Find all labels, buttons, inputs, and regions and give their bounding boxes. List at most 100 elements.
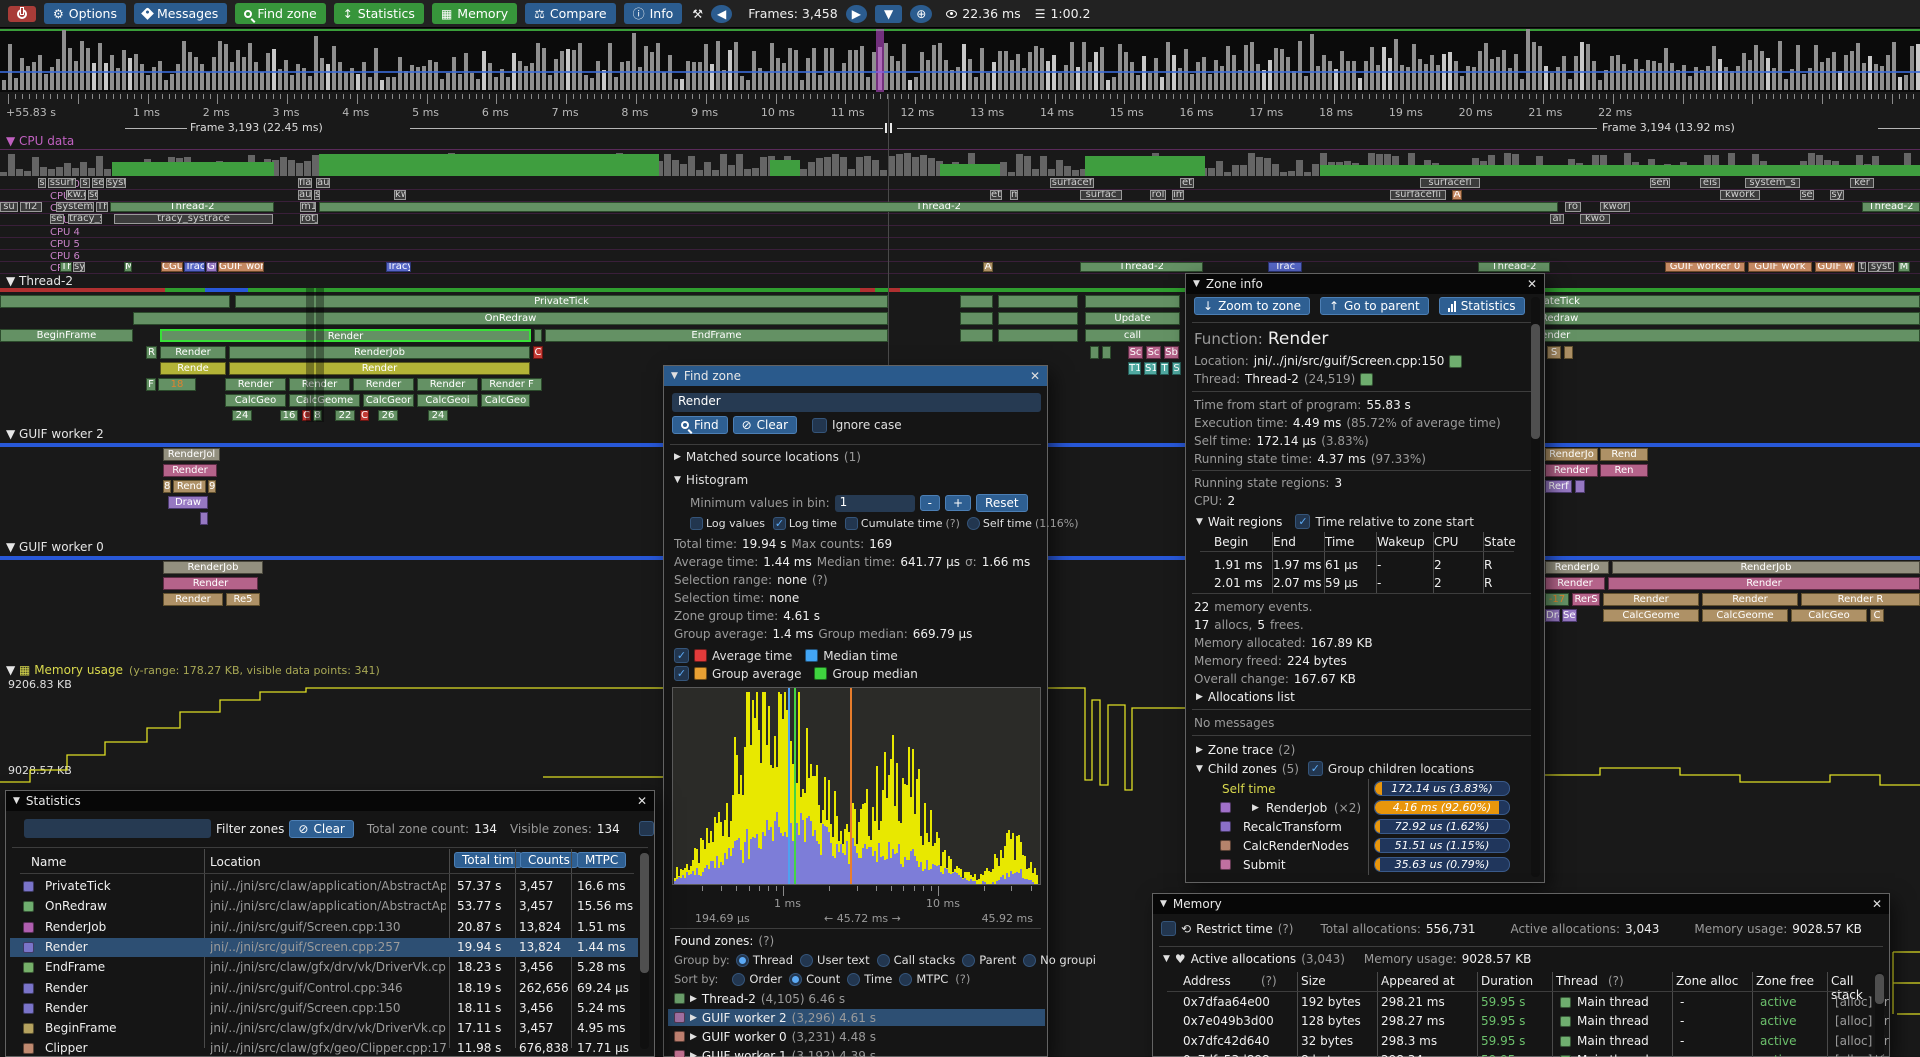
memory-col-header[interactable]: Zone alloc [1676, 974, 1739, 988]
timeline-zone[interactable]: 8 [313, 410, 322, 421]
stat-zone-name[interactable]: Render [45, 1000, 88, 1015]
timeline-zone[interactable]: Sb [1164, 346, 1179, 359]
reset-button[interactable]: Reset [976, 494, 1028, 512]
frame-overview-strip[interactable] [0, 29, 1920, 92]
groupby-radio-user-text[interactable] [800, 953, 814, 967]
timeline-zone[interactable]: 24 [428, 410, 448, 421]
timeline-zone[interactable]: s [80, 178, 90, 188]
timeline-zone[interactable]: Render [225, 378, 286, 391]
timeline-zone[interactable]: 16 [280, 410, 298, 421]
groupby-radio-no-groupi[interactable] [1023, 953, 1037, 967]
child-zone-name[interactable]: RenderJob [1266, 801, 1328, 815]
timeline-zone[interactable]: sel [50, 214, 64, 224]
timeline-zone[interactable]: m1a [300, 202, 316, 212]
timeline-zone[interactable] [998, 295, 1078, 308]
min-bin-increase[interactable]: + [944, 495, 972, 511]
statistics-titlebar[interactable]: ▼ Statistics ✕ [6, 791, 654, 811]
col-header-total-time[interactable]: Total tim [454, 852, 522, 868]
timeline-zone[interactable]: Dra [1545, 609, 1560, 622]
expand-icon[interactable]: ▶ [1252, 803, 1259, 813]
close-icon[interactable]: ✕ [636, 794, 647, 808]
timeline-zone[interactable]: kwork [1720, 190, 1760, 200]
close-icon[interactable]: ✕ [1871, 897, 1882, 911]
timeline-zone[interactable]: Rerf [1545, 480, 1572, 493]
timeline-zone[interactable]: -17 [1545, 593, 1569, 606]
log-values-checkbox[interactable] [690, 517, 703, 530]
timeline-zone[interactable]: Render [353, 378, 414, 391]
child-zone-bar[interactable]: 51.51 us (1.15%) [1374, 838, 1510, 853]
min-bin-decrease[interactable]: - [919, 495, 940, 511]
child-zone-name[interactable]: RecalcTransform [1243, 820, 1342, 834]
compare-button[interactable]: ⚖ Compare [525, 3, 616, 24]
timeline-zone[interactable]: A [983, 262, 993, 272]
timeline-zone[interactable]: RenderJob [1612, 561, 1920, 574]
timeline-zone[interactable]: CalcGeome [1603, 609, 1699, 622]
timeline-zone[interactable]: CalcGeo [225, 394, 286, 407]
thread-swatch[interactable] [1360, 372, 1374, 386]
timeline-zone[interactable]: R [146, 346, 157, 359]
timeline-zone[interactable]: Render [160, 346, 226, 359]
timeline-zone[interactable]: system se [56, 202, 94, 212]
thread-header-guif-worker-2[interactable]: ▼ GUIF worker 2 [6, 427, 104, 441]
timeline-zone[interactable]: tracy_systrace [114, 214, 273, 224]
timeline-zone[interactable]: CalcGeo [1791, 609, 1867, 622]
timeline-zone[interactable]: Sef [1562, 609, 1577, 622]
histogram-range-label[interactable]: ← 45.72 ms → [824, 912, 901, 925]
timeline-zone[interactable] [0, 295, 230, 308]
timeline-zone[interactable]: M [1898, 262, 1910, 272]
timeline-zone[interactable]: Sc [1146, 346, 1161, 359]
timeline-zone[interactable]: kw.g [66, 190, 86, 200]
timeline-zone[interactable]: kwo [1580, 214, 1610, 224]
messages-button[interactable]: Messages [134, 3, 228, 24]
timeline-zone[interactable]: Render [1545, 464, 1598, 477]
timeline-zone[interactable]: RenderJob [229, 346, 530, 359]
statistics-scroll-thumb[interactable] [640, 853, 649, 973]
alloc-address[interactable]: 0x7dfc42d640 [1183, 1033, 1270, 1048]
timeline-zone[interactable]: BeginFrame [0, 329, 133, 342]
timeline-zone[interactable]: RerS [1572, 593, 1600, 606]
timeline-zone[interactable]: GUIF wor [218, 262, 264, 272]
timeline-zone[interactable] [534, 329, 542, 342]
zone-info-titlebar[interactable]: ▼ Zone info ✕ [1186, 274, 1544, 294]
timeline-zone[interactable]: Re5 [226, 593, 260, 606]
timeline-zone[interactable]: kw [394, 190, 406, 200]
stat-zone-name[interactable]: PrivateTick [45, 879, 111, 893]
timeline-zone[interactable]: syst [73, 262, 85, 272]
memory-col-header[interactable]: Thread [1556, 974, 1598, 988]
memory-titlebar[interactable]: ▼ Memory ✕ [1153, 894, 1889, 914]
timeline-zone[interactable]: s [314, 190, 320, 200]
prev-frame-button[interactable]: ◀ [711, 4, 733, 23]
timeline-zone[interactable] [200, 512, 208, 525]
timeline-zone[interactable]: F [146, 378, 156, 391]
wait-regions-header[interactable]: ▼ Wait regions ✓ Time relative to zone star… [1196, 514, 1474, 529]
thread-header-thread-2[interactable]: ▼ Thread-2 [6, 274, 73, 288]
tools-icon-wrap[interactable]: ⚒ [692, 8, 703, 20]
memory-col-header[interactable]: (?) [1261, 974, 1277, 988]
timeline-zone[interactable]: Render [163, 593, 223, 606]
timeline-zone[interactable]: Render [1603, 593, 1699, 606]
timeline-zone[interactable]: T1 [1128, 362, 1141, 375]
timeline-zone[interactable]: s [38, 178, 46, 188]
timeline-zone[interactable]: surfac [1080, 190, 1122, 200]
timeline-zone[interactable]: CalcGeo [481, 394, 530, 407]
timeline-zone[interactable]: rol [1150, 190, 1166, 200]
timeline-zone[interactable]: Render [1545, 577, 1605, 590]
active-allocations-header[interactable]: ▼ ♥ Active allocations (3,043) Memory usage:… [1163, 952, 1532, 966]
timeline-zone[interactable] [1085, 295, 1180, 308]
found-zone-group[interactable]: ▶ GUIF worker 1 (3,192) 4.39 s [668, 1047, 1045, 1057]
timeline-zone[interactable]: se [92, 178, 104, 188]
timeline-zone[interactable]: C [302, 410, 311, 421]
timeline-zone[interactable] [960, 312, 993, 325]
child-zone-name[interactable]: Submit [1243, 858, 1286, 872]
stat-zone-name[interactable]: OnRedraw [45, 899, 107, 914]
groupby-radio-parent[interactable] [962, 953, 976, 967]
timeline-zone[interactable] [960, 329, 993, 342]
find-zone-button[interactable]: Find zone [235, 3, 326, 24]
frame-pause-mark[interactable] [890, 123, 892, 133]
timeline-zone[interactable]: CalcGeome [1702, 609, 1788, 622]
timeline-zone[interactable] [998, 312, 1078, 325]
thread-header-guif-worker-0[interactable]: ▼ GUIF worker 0 [6, 540, 104, 554]
expand-icon[interactable]: ▶ [690, 993, 697, 1004]
timeline-zone[interactable]: Render [229, 362, 530, 375]
timeline-zone[interactable]: Thre [96, 202, 108, 212]
